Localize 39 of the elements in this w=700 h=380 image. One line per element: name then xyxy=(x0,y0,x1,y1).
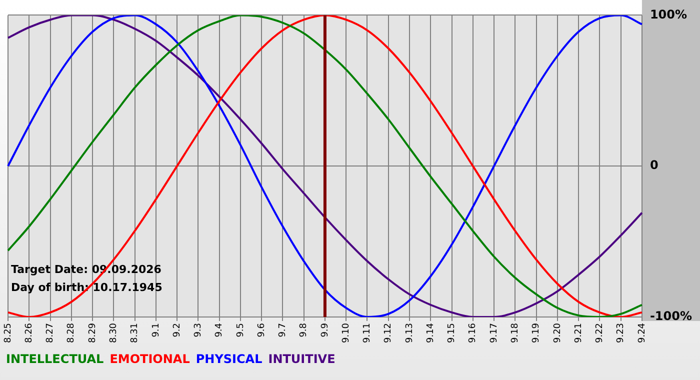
text: PHYSICAL xyxy=(196,352,262,366)
text: INTUITIVE xyxy=(268,352,336,366)
text: EMOTIONAL xyxy=(110,352,190,366)
x-tick-label: 8.25 xyxy=(3,322,14,344)
x-tick-label: 8.26 xyxy=(24,322,34,344)
x-tick-label: 8.28 xyxy=(66,322,77,344)
x-tick-label: 9.15 xyxy=(447,322,458,344)
x-tick-label: 9.9 xyxy=(320,322,330,338)
y-tick-label: -100% xyxy=(650,309,692,324)
x-tick-label: 9.1 xyxy=(151,322,162,338)
x-tick-label: 9.7 xyxy=(278,322,288,338)
x-tick-label: 8.31 xyxy=(130,322,140,344)
x-tick-label: 9.17 xyxy=(489,322,500,344)
x-tick-label: 9.2 xyxy=(172,322,182,338)
x-tick-label: 9.5 xyxy=(236,322,246,338)
x-tick-label: 9.21 xyxy=(574,322,584,344)
y-tick-label: 0 xyxy=(650,158,658,172)
x-tick-label: 8.27 xyxy=(46,322,56,344)
annotation: Day of birth: 10.17.1945 xyxy=(11,280,162,294)
x-tick-label: 9.23 xyxy=(616,322,626,344)
x-tick-label: 9.11 xyxy=(362,322,373,344)
x-tick-label: 9.22 xyxy=(595,322,606,344)
x-tick-label: 9.13 xyxy=(404,322,415,344)
y-tick-label: 100% xyxy=(650,7,688,22)
x-tick-label: 9.16 xyxy=(468,322,478,344)
x-tick-label: 9.3 xyxy=(194,322,204,338)
x-tick-label: 9.10 xyxy=(341,322,352,344)
x-tick-label: 9.18 xyxy=(510,322,520,344)
x-tick-label: 8.30 xyxy=(109,322,119,344)
x-tick-label: 9.24 xyxy=(637,322,648,344)
x-tick-label: 9.12 xyxy=(384,322,394,344)
x-tick-label: 9.4 xyxy=(214,322,225,338)
x-tick-label: 9.19 xyxy=(532,322,542,344)
x-tick-label: 9.8 xyxy=(299,322,310,338)
x-tick-label: 8.29 xyxy=(88,322,98,344)
text: INTELLECTUAL xyxy=(6,352,104,366)
x-tick-label: 9.6 xyxy=(256,322,267,338)
x-tick-label: 9.20 xyxy=(552,322,563,344)
x-tick-label: 9.14 xyxy=(426,322,436,344)
